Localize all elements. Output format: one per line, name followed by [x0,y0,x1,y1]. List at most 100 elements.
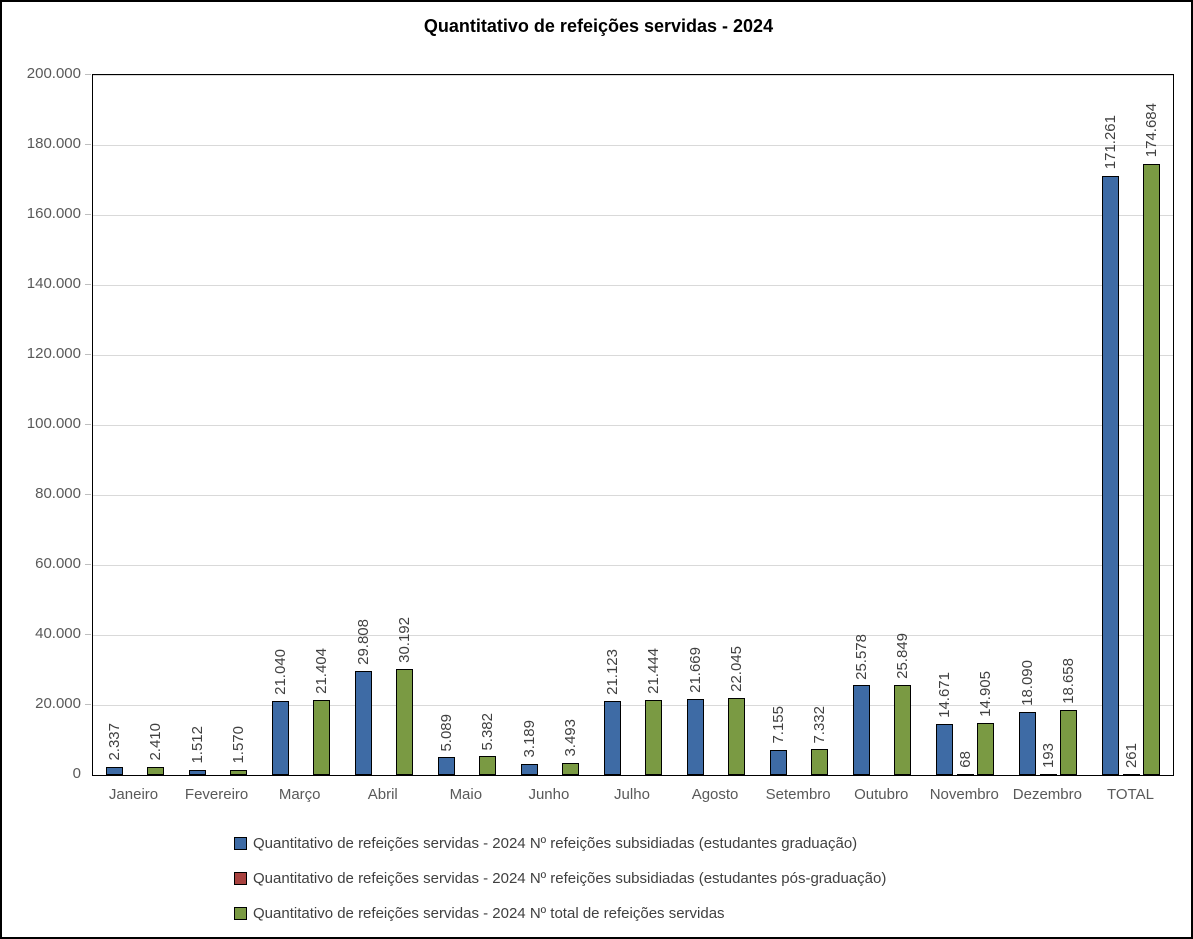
bar [604,701,621,775]
y-axis-tick-label: 100.000 [26,415,81,432]
bar-value-label: 22.045 [728,645,746,692]
bar [894,684,912,775]
x-axis-label: Setembro [765,786,831,803]
y-axis-tick-label: 180.000 [26,135,81,152]
legend-label: Quantitativo de refeições servidas - 202… [253,834,858,852]
y-axis-tick [85,73,91,75]
bar-value-label: 5.089 [437,713,455,752]
bar-value-label: 193 [1039,742,1057,768]
x-axis-label: TOTAL [1106,786,1154,803]
x-axis-label: Janeiro [108,786,159,803]
legend-swatch [234,871,247,885]
legend-swatch [234,906,247,920]
bar [561,762,579,775]
gridline [93,424,1173,426]
y-axis-tick [85,143,91,145]
y-axis-tick-label: 140.000 [26,275,81,292]
bar-value-label: 21.444 [645,648,662,694]
gridline [93,74,1173,76]
y-axis-tick-label: 120.000 [26,345,81,362]
bar [146,766,164,775]
x-axis-label: Junho [528,786,570,803]
y-axis-tick [85,703,91,705]
bar-value-label: 25.578 [853,633,871,680]
y-axis-tick-label: 160.000 [26,205,81,222]
legend-label: Quantitativo de refeições servidas - 202… [253,869,887,887]
y-axis-tick [85,283,91,285]
x-axis-label: Março [278,786,321,803]
bar-value-label: 1.512 [188,726,206,764]
x-axis-label: Maio [449,786,483,803]
bar [1122,774,1140,775]
bar-value-label: 174.684 [1143,103,1161,158]
legend-item: Quantitativo de refeições servidas - 202… [234,832,886,854]
bar [936,723,954,775]
y-axis-tick [85,213,91,215]
legend-item: Quantitativo de refeições servidas - 202… [234,902,886,924]
x-axis-label: Julho [614,786,650,803]
bar-value-label: 261 [1122,742,1140,768]
bar [853,685,871,775]
bar [105,766,123,775]
bar [645,699,662,775]
bar [1019,711,1037,775]
bar-value-label: 21.123 [604,649,621,696]
y-axis-tick [85,493,91,495]
bar-value-label: 2.337 [105,723,123,761]
bar-value-label: 30.192 [395,617,413,664]
gridline [93,704,1173,706]
y-axis-tick-label: 0 [72,765,81,782]
bar-value-label: 7.155 [770,706,788,744]
bar [811,749,829,775]
bar-value-label: 18.090 [1019,659,1037,706]
y-axis-tick-label: 80.000 [35,485,81,502]
bar-value-label: 14.671 [936,671,954,718]
legend: Quantitativo de refeições servidas - 202… [234,832,886,937]
gridline [93,214,1173,216]
bar-value-label: 68 [956,751,974,768]
bar [728,697,746,775]
bar-value-label: 29.808 [354,618,372,665]
x-axis-label: Abril [367,786,398,803]
y-axis-tick-label: 20.000 [35,695,81,712]
bar [1060,709,1078,775]
y-axis-tick [85,633,91,635]
gridline [93,634,1173,636]
bar-value-label: 5.382 [478,712,496,751]
bar-value-label: 25.849 [894,632,912,679]
gridline [93,284,1173,286]
legend-item: Quantitativo de refeições servidas - 202… [234,867,886,889]
bar-value-label: 7.332 [811,705,829,744]
gridline [93,564,1173,566]
y-axis-tick [85,563,91,565]
bar-value-label: 21.040 [271,649,289,696]
bar-value-label: 14.905 [977,670,995,717]
plot-area: 2.337 2.410 1.512 1.570 21.040 21.404 29.808 30… [92,74,1174,776]
bar [1143,163,1161,775]
bar [1102,175,1120,775]
bar-value-label: 171.261 [1102,115,1120,170]
bar [395,669,413,775]
gridline [93,494,1173,496]
y-axis-tick-label: 40.000 [35,625,81,642]
bar [977,722,995,775]
bar-value-label: 3.189 [520,720,538,758]
x-axis-label: Agosto [691,786,739,803]
bar [956,774,974,775]
x-axis-label: Dezembro [1012,786,1082,803]
bar [354,670,372,775]
gridline [93,354,1173,356]
bar [229,769,247,775]
bar-value-label: 18.658 [1060,657,1078,704]
legend-swatch [234,836,247,850]
bar-value-label: 1.570 [229,725,247,764]
bar [437,757,455,775]
legend-label: Quantitativo de refeições servidas - 202… [253,904,725,922]
gridline [93,144,1173,146]
bar-value-label: 3.493 [561,719,579,757]
y-axis-tick-label: 200.000 [26,65,81,82]
bar [271,701,289,775]
bar [520,763,538,775]
x-axis-label: Fevereiro [184,786,249,803]
y-axis-tick [85,353,91,355]
